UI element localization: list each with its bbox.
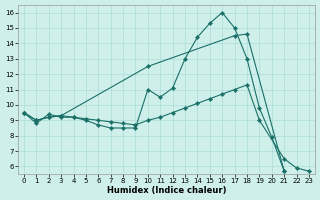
X-axis label: Humidex (Indice chaleur): Humidex (Indice chaleur) <box>107 186 226 195</box>
